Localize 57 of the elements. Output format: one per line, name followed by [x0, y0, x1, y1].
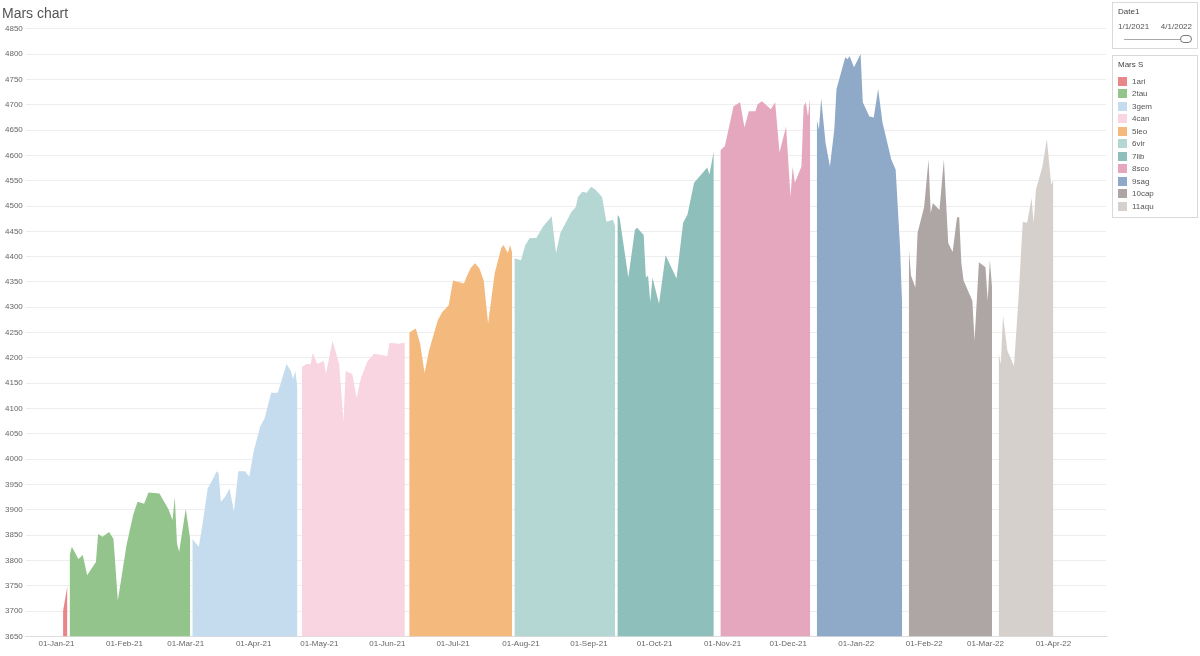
x-tick-label: 01-Dec-21 [769, 639, 808, 649]
legend-label: 1ari [1132, 76, 1146, 86]
y-tick-label: 4100 [5, 403, 24, 413]
y-tick-label: 4550 [5, 175, 24, 185]
chart-title: Mars chart [2, 5, 69, 22]
y-tick-label: 4700 [5, 99, 24, 109]
y-tick-label: 4750 [5, 74, 24, 84]
y-tick-label: 4350 [5, 277, 24, 287]
y-tick-label: 4450 [5, 226, 24, 236]
y-tick-label: 4400 [5, 251, 24, 261]
legend-label: 11aqu [1132, 201, 1154, 211]
y-tick-label: 4650 [5, 125, 24, 135]
x-tick-label: 01-Sep-21 [570, 639, 609, 649]
x-tick-label: 01-May-21 [300, 639, 340, 649]
y-tick-label: 4600 [5, 150, 24, 160]
legend-label: 9sag [1132, 176, 1150, 186]
x-tick-label: 01-Jan-21 [38, 639, 76, 649]
y-tick-label: 4000 [5, 454, 24, 464]
y-tick-label: 4800 [5, 49, 24, 59]
legend-label: 2tau [1132, 89, 1148, 99]
y-tick-label: 4150 [5, 378, 24, 388]
legend-label: 7lib [1132, 151, 1145, 161]
y-tick-label: 4850 [5, 24, 24, 33]
x-tick-label: 01-Oct-21 [636, 639, 673, 649]
legend-label: 10cap [1132, 189, 1154, 199]
y-tick-label: 4200 [5, 353, 24, 363]
legend-label: 4can [1132, 114, 1150, 124]
y-tick-label: 3800 [5, 555, 24, 565]
x-tick-label: 01-Feb-21 [105, 639, 144, 649]
legend-label: 8sco [1132, 164, 1149, 174]
x-tick-label: 01-Feb-22 [905, 639, 944, 649]
y-tick-label: 4500 [5, 201, 24, 211]
y-tick-label: 3900 [5, 505, 24, 515]
legend-label: 6vir [1132, 139, 1145, 149]
legend-label: 3gem [1132, 101, 1153, 111]
y-tick-label: 3700 [5, 606, 24, 616]
text: Date1 [1118, 7, 1141, 16]
x-tick-label: 01-Jul-21 [436, 639, 471, 649]
y-tick-label: 4300 [5, 302, 24, 312]
x-tick-label: 01-Apr-22 [1035, 639, 1072, 649]
y-tick-label: 3950 [5, 479, 24, 489]
x-tick-label: 01-Apr-21 [235, 639, 273, 649]
legend-label: 5leo [1132, 126, 1148, 136]
y-tick-label: 4250 [5, 327, 24, 337]
y-tick-label: 3650 [5, 631, 24, 641]
y-tick-label: 3750 [5, 580, 24, 590]
text: 1/1/2021 [1118, 22, 1150, 31]
x-tick-label: 01-Mar-21 [167, 639, 205, 649]
text: 4/1/2022 [1160, 22, 1192, 31]
y-tick-label: 3850 [5, 530, 24, 540]
x-tick-label: 01-Mar-22 [967, 639, 1005, 649]
x-tick-label: 01-Aug-21 [502, 639, 541, 649]
legend-title: Mars S [1118, 60, 1145, 69]
y-tick-label: 4050 [5, 429, 24, 439]
x-tick-label: 01-Jun-21 [369, 639, 406, 649]
x-tick-label: 01-Nov-21 [703, 639, 742, 649]
x-tick-label: 01-Jan-22 [838, 639, 875, 649]
